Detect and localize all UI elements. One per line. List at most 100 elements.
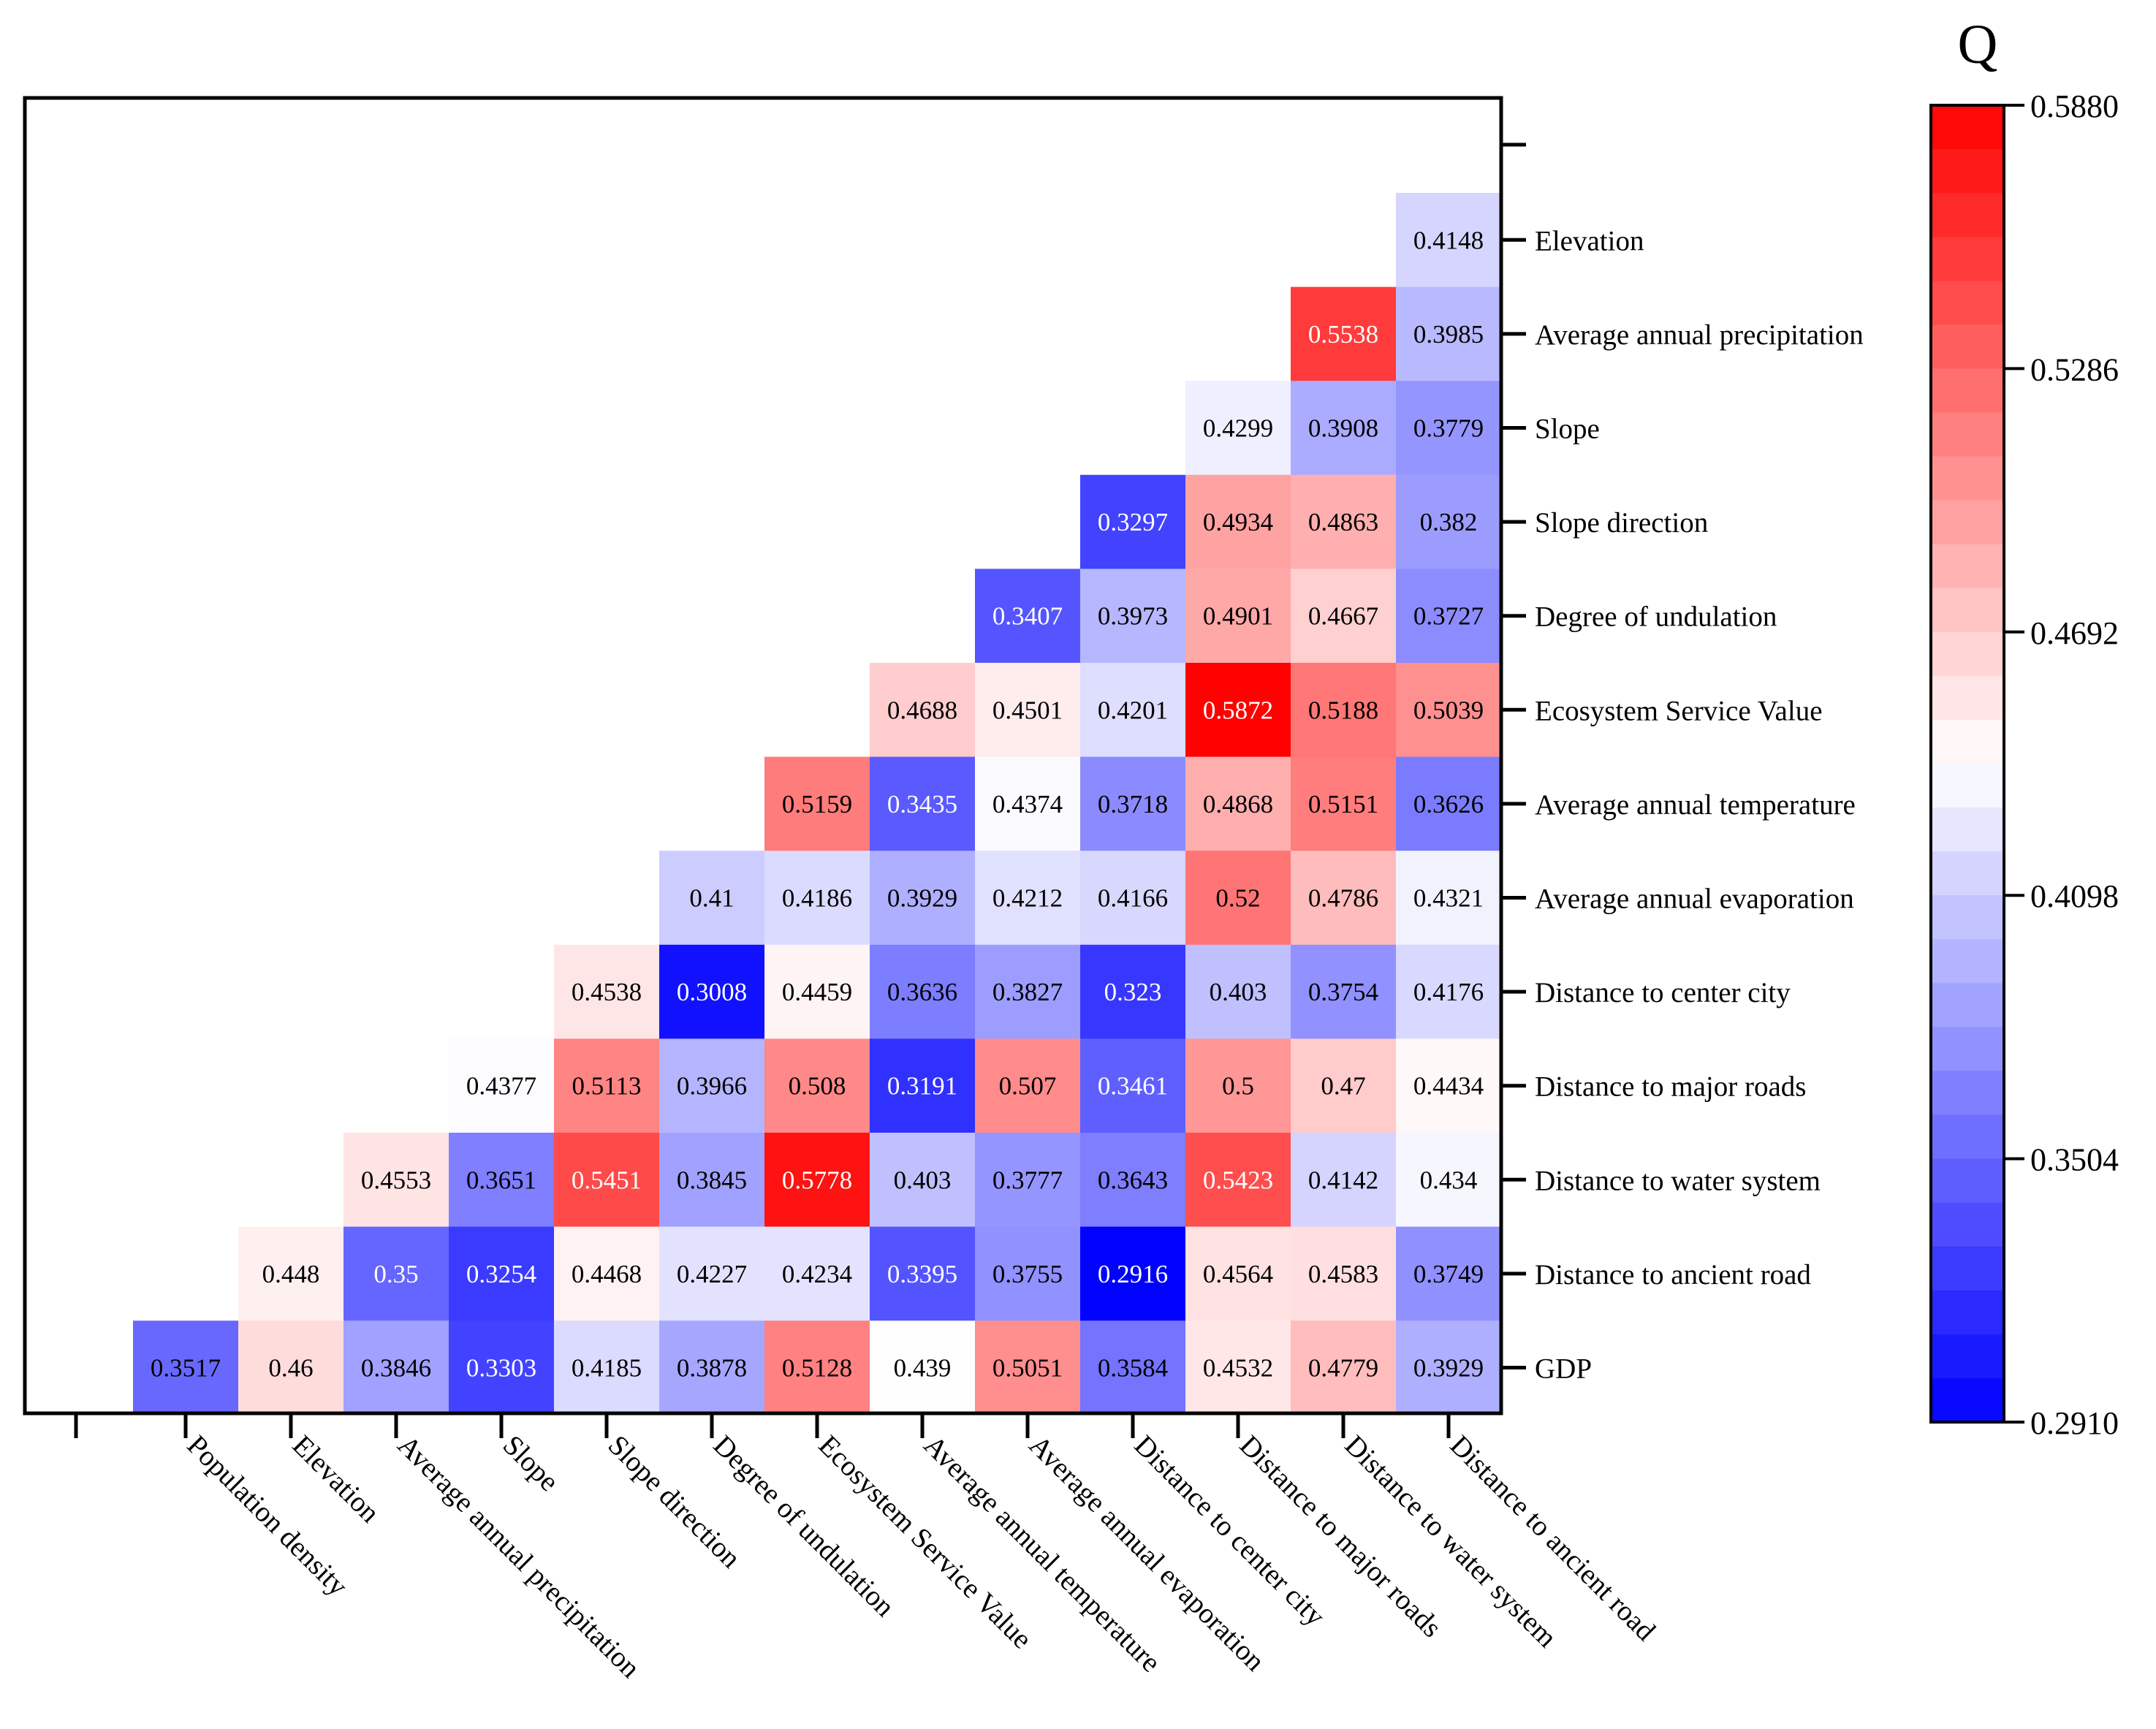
y-tick-label: Slope direction [1535, 507, 1708, 539]
cell-value-label: 0.3651 [466, 1166, 536, 1194]
heatmap-cell [1185, 1320, 1291, 1416]
heatmap-cell [870, 756, 976, 851]
heatmap-cell [1291, 1226, 1397, 1321]
heatmap-cell [449, 1038, 555, 1133]
colorbar-band [1931, 105, 2004, 150]
heatmap-cell [870, 1038, 976, 1133]
cell-value-label: 0.3929 [887, 884, 957, 913]
colorbar-band [1931, 808, 2004, 852]
cell-value-label: 0.4501 [992, 696, 1063, 724]
y-tick-label: Average annual evaporation [1535, 884, 1854, 915]
x-tick-label: Distance to water system [1339, 1429, 1563, 1654]
heatmap-cell [1185, 851, 1291, 946]
heatmap-cell [870, 851, 976, 946]
heatmap-cell [1185, 381, 1291, 476]
colorbar-band [1931, 895, 2004, 940]
heatmap-cell [764, 944, 870, 1039]
cell-value-label: 0.4166 [1098, 884, 1168, 913]
heatmap-cell [764, 756, 870, 851]
heatmap-cell [1396, 1320, 1502, 1416]
y-tick-label: Average annual precipitation [1535, 319, 1864, 351]
colorbar-band [1931, 281, 2004, 325]
heatmap-cell [449, 1133, 555, 1228]
heatmap-cell [1185, 1133, 1291, 1228]
cell-value-label: 0.5151 [1308, 790, 1378, 818]
heatmap-cell [1080, 1133, 1186, 1228]
heatmap-cell [975, 756, 1081, 851]
cell-value-label: 0.323 [1104, 978, 1162, 1006]
heatmap-cell [870, 1226, 976, 1321]
cell-value-label: 0.3755 [992, 1260, 1063, 1288]
y-tick-label: Distance to center city [1535, 977, 1791, 1008]
heatmap-cell [659, 1038, 765, 1133]
heatmap-cell [659, 1320, 765, 1416]
cell-value-label: 0.4377 [466, 1072, 536, 1101]
heatmap-cell [449, 1226, 555, 1321]
heatmap-cell [975, 1038, 1081, 1133]
cell-value-label: 0.3966 [677, 1072, 747, 1101]
cell-value-label: 0.439 [894, 1354, 952, 1383]
cell-value-label: 0.4901 [1203, 602, 1273, 631]
colorbar-frame [1929, 104, 2005, 1424]
y-tick-label: Ecosystem Service Value [1535, 695, 1823, 726]
heatmap-cell [1396, 944, 1502, 1039]
y-tick-label: Slope [1535, 414, 1600, 445]
cell-value-label: 0.5423 [1203, 1166, 1273, 1194]
heatmap-cell [1396, 193, 1502, 288]
colorbar-band [1931, 500, 2004, 545]
colorbar-tick-label: 0.5286 [2030, 352, 2119, 387]
cell-value-label: 0.3297 [1098, 508, 1168, 536]
heatmap-cell [1080, 1320, 1186, 1416]
colorbar-tick-label: 0.4098 [2030, 878, 2119, 914]
colorbar-band [1931, 544, 2004, 589]
colorbar-band [1931, 149, 2004, 194]
cell-value-label: 0.5039 [1413, 696, 1484, 724]
cell-value-label: 0.4142 [1308, 1166, 1378, 1194]
cell-value-label: 0.4553 [361, 1166, 431, 1194]
colorbar-band [1931, 1071, 2004, 1116]
cell-value-label: 0.3973 [1098, 602, 1168, 631]
colorbar-band [1931, 764, 2004, 808]
colorbar-title: Q [1958, 14, 1998, 75]
cell-value-label: 0.4468 [572, 1260, 642, 1288]
cell-value-label: 0.4564 [1203, 1260, 1273, 1288]
cell-value-label: 0.4212 [992, 884, 1063, 913]
colorbar-band [1931, 1114, 2004, 1160]
heatmap-cell [554, 1133, 660, 1228]
cell-value-label: 0.3846 [361, 1354, 431, 1383]
cell-value-label: 0.434 [1420, 1166, 1478, 1194]
colorbar-band [1931, 412, 2004, 457]
cell-value-label: 0.382 [1420, 508, 1478, 536]
cell-value-label: 0.4176 [1413, 978, 1484, 1006]
colorbar-band [1931, 719, 2004, 764]
colorbar-tick-label: 0.4692 [2030, 615, 2119, 651]
cell-value-label: 0.507 [999, 1072, 1057, 1101]
cell-value-label: 0.5538 [1308, 320, 1378, 349]
heatmap-cell [238, 1320, 344, 1416]
x-tick-label: Slope [497, 1429, 565, 1497]
heatmap-cell [1080, 851, 1186, 946]
x-tick-label: Distance to ancient road [1444, 1429, 1662, 1647]
colorbar-band [1931, 1334, 2004, 1379]
cell-value-label: 0.4201 [1098, 696, 1168, 724]
cell-value-label: 0.3985 [1413, 320, 1484, 349]
heatmap-cell [554, 944, 660, 1039]
colorbar-band [1931, 675, 2004, 721]
colorbar-band [1931, 1027, 2004, 1072]
cell-value-label: 0.4779 [1308, 1354, 1378, 1383]
x-tick-label: Elevation [286, 1429, 386, 1529]
colorbar-band [1931, 1290, 2004, 1335]
colorbar-band [1931, 983, 2004, 1027]
y-tick-label: Distance to ancient road [1535, 1259, 1811, 1291]
cell-value-label: 0.47 [1321, 1072, 1365, 1101]
cell-value-label: 0.4667 [1308, 602, 1378, 631]
colorbar-tick-label: 0.3504 [2030, 1142, 2119, 1178]
cell-value-label: 0.4934 [1203, 508, 1273, 536]
y-tick-label: Elevation [1535, 225, 1644, 256]
colorbar-band [1931, 193, 2004, 238]
colorbar-band [1931, 368, 2004, 414]
cell-value-label: 0.3777 [992, 1166, 1063, 1194]
colorbar-band [1931, 456, 2004, 501]
heatmap-cell [870, 663, 976, 758]
